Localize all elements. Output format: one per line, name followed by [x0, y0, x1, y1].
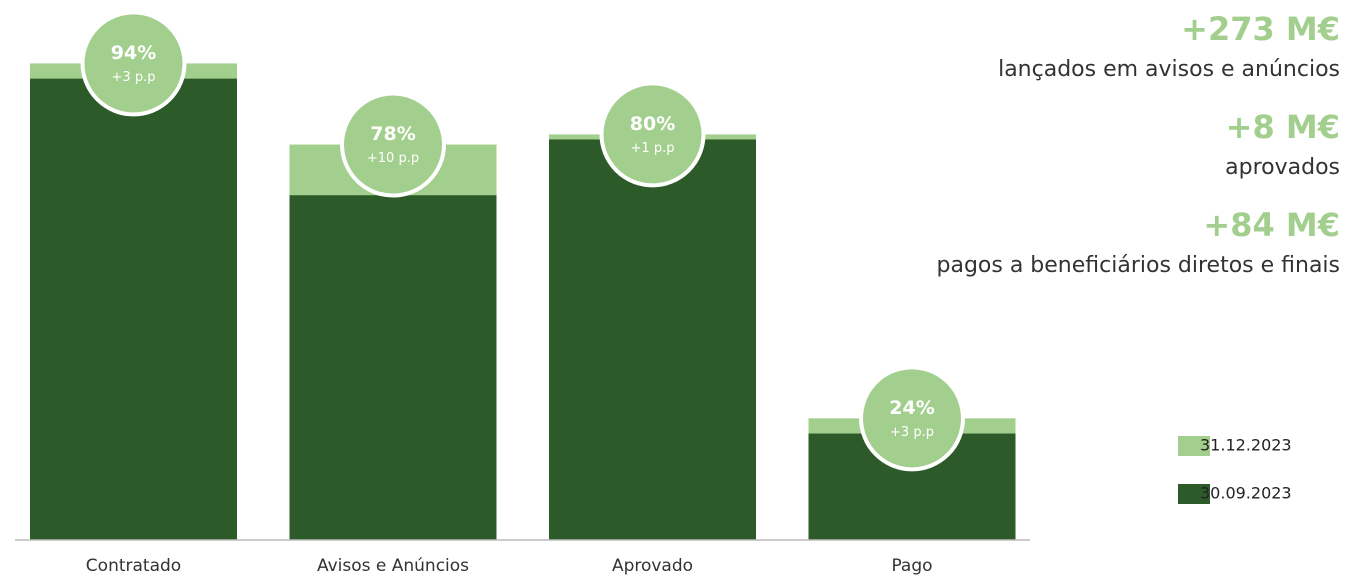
label-circle — [80, 10, 187, 117]
annotations: +273 M€ lançados em avisos e anúncios +8 M… — [920, 8, 1341, 302]
x-tick-label: Contratado — [86, 556, 181, 576]
change-label: +1 p.p — [631, 141, 675, 156]
bar — [549, 139, 756, 540]
value-label: 24% — [889, 397, 934, 419]
annotation-text: aprovados — [1225, 155, 1340, 180]
bar — [289, 195, 497, 541]
annotation-text: lançados em avisos e anúncios — [998, 57, 1340, 82]
annotation-value: +273 M€ — [1181, 10, 1340, 48]
x-tick-label: Avisos e Anúncios — [317, 556, 469, 576]
x-tick-label: Aprovado — [612, 556, 693, 576]
value-label: 78% — [370, 123, 415, 145]
bar — [30, 78, 237, 540]
change-label: +10 p.p — [367, 151, 419, 166]
change-label: +3 p.p — [890, 425, 934, 440]
label-circle — [859, 365, 965, 472]
legend-label: 31.12.2023 — [1200, 436, 1292, 455]
value-label: 80% — [630, 113, 675, 135]
legend-swatch — [1178, 484, 1210, 504]
value-label: 94% — [111, 42, 156, 64]
annotation-value: +84 M€ — [1203, 206, 1340, 244]
change-label: +3 p.p — [112, 70, 156, 85]
annotation-text: pagos a beneficiários diretos e finais — [936, 253, 1341, 278]
legend-swatch — [1178, 436, 1210, 456]
annotation-value: +8 M€ — [1225, 108, 1340, 146]
label-circle — [599, 81, 706, 188]
label-circle — [340, 91, 446, 198]
x-tick-label: Pago — [891, 556, 932, 576]
legend-label: 30.09.2023 — [1200, 484, 1292, 503]
